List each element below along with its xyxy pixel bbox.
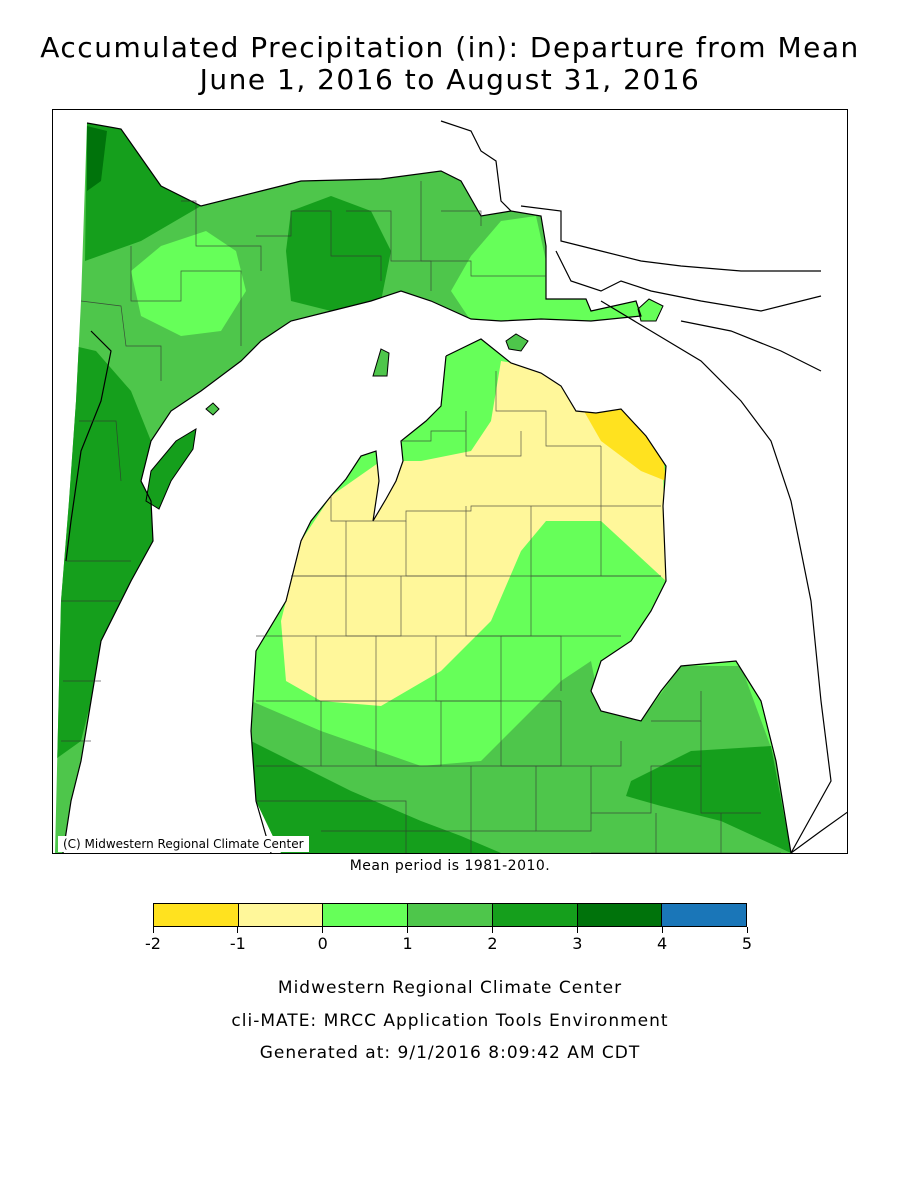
color-legend	[153, 903, 747, 927]
legend-swatch	[662, 904, 747, 926]
legend-tick-label: 3	[572, 934, 583, 953]
footer-application: cli-MATE: MRCC Application Tools Environ…	[231, 1011, 669, 1031]
legend-swatch	[238, 904, 324, 926]
map-date-range: June 1, 2016 to August 31, 2016	[199, 63, 701, 96]
legend-tick-label: 0	[317, 934, 328, 953]
legend-tick	[746, 927, 748, 933]
legend-swatch	[408, 904, 493, 926]
legend-tick-label: -2	[145, 934, 161, 953]
legend-tick-label: 1	[402, 934, 413, 953]
precipitation-map	[52, 109, 848, 854]
legend-tick-label: 2	[487, 934, 498, 953]
legend-tick	[491, 927, 493, 933]
footer-organization: Midwestern Regional Climate Center	[277, 978, 623, 998]
footer-generated-time: Generated at: 9/1/2016 8:09:42 AM CDT	[259, 1043, 641, 1063]
legend-tick-label: 4	[657, 934, 668, 953]
mean-period-note: Mean period is 1981-2010.	[349, 858, 551, 874]
legend-swatch	[323, 904, 409, 926]
legend-swatch	[154, 904, 239, 926]
legend-tick	[152, 927, 154, 933]
map-copyright: (C) Midwestern Regional Climate Center	[58, 836, 309, 852]
legend-swatch	[577, 904, 663, 926]
legend-tick	[237, 927, 239, 933]
legend-tick	[407, 927, 409, 933]
map-title: Accumulated Precipitation (in): Departur…	[40, 31, 860, 64]
legend-tick	[322, 927, 324, 933]
legend-tick-label: -1	[229, 934, 246, 953]
legend-tick-label: 5	[741, 934, 753, 953]
legend-swatch	[492, 904, 578, 926]
legend-tick	[661, 927, 663, 933]
legend-tick	[576, 927, 578, 933]
